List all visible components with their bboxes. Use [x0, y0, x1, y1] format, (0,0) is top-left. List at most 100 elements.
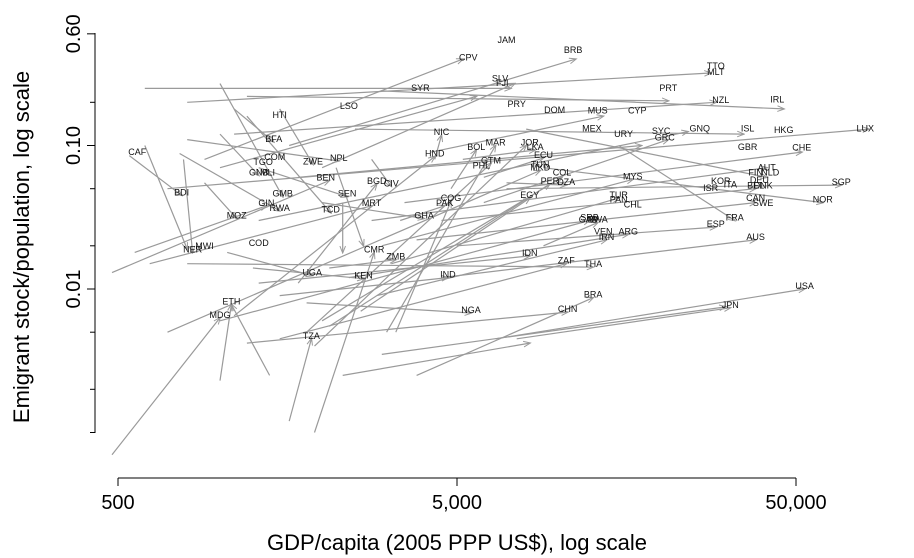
point-label-per: PER — [541, 176, 560, 186]
arrow-76 — [335, 167, 363, 246]
point-label-hkg: HKG — [774, 125, 794, 135]
point-label-lux: LUX — [856, 124, 874, 134]
point-label-isl: ISL — [741, 124, 755, 134]
point-label-bra: BRA — [584, 290, 603, 300]
point-label-pan: PAN — [610, 195, 628, 205]
point-label-zaf: ZAF — [558, 256, 576, 266]
point-label-usa: USA — [795, 281, 814, 291]
arrow-65 — [128, 155, 181, 196]
arrow-44 — [219, 221, 590, 322]
point-label-syr: SYR — [411, 83, 430, 93]
point-label-mrt: MRT — [362, 198, 382, 208]
point-label-jpn: JPN — [722, 300, 739, 310]
arrow-53 — [219, 305, 231, 381]
point-label-gin: GIN — [258, 198, 274, 208]
point-label-nld: NLD — [761, 167, 780, 177]
arrow-72 — [279, 108, 313, 164]
point-label-mdg: MDG — [210, 310, 231, 320]
point-label-phl: PHL — [473, 161, 491, 171]
arrow-6 — [246, 95, 668, 100]
arrow-38 — [246, 312, 568, 344]
arrow-52 — [231, 305, 271, 376]
point-label-pak: PAK — [436, 198, 453, 208]
point-label-tza: TZA — [303, 331, 320, 341]
y-ticks: 0.01 0.10 0.60 — [63, 14, 95, 433]
point-label-isr: ISR — [703, 183, 719, 193]
point-label-ita: ITA — [724, 180, 737, 190]
point-label-nor: NOR — [813, 195, 834, 205]
arrow-26 — [516, 308, 731, 340]
axes: 500 5,000 50,000 0.01 0.10 0.60 — [63, 14, 827, 514]
arrow-47 — [395, 201, 451, 333]
point-label-ven: VEN — [594, 226, 613, 236]
point-label-tun: TUN — [531, 160, 550, 170]
point-label-gbr: GBR — [738, 142, 758, 152]
point-label-fra: FRA — [726, 213, 744, 223]
point-label-mkd: MKD — [530, 163, 551, 173]
arrow-40 — [328, 184, 550, 327]
point-label-irl: IRL — [770, 94, 784, 104]
point-label-zmb: ZMB — [386, 252, 405, 262]
point-label-gtm: GTM — [481, 155, 501, 165]
point-label-cpv: CPV — [459, 53, 478, 63]
point-label-mwi: MWI — [195, 241, 214, 251]
arrow-13 — [404, 152, 802, 204]
arrow-28 — [342, 343, 530, 376]
point-label-dnk: DNK — [754, 181, 773, 191]
point-label-nic: NIC — [434, 127, 450, 137]
arrow-8 — [167, 129, 869, 190]
point-label-tha: THA — [584, 259, 602, 269]
point-label-tto: TTO — [707, 61, 725, 71]
point-label-ken: KEN — [354, 271, 373, 281]
point-label-lso: LSO — [340, 101, 358, 111]
point-label-nga: NGA — [461, 305, 481, 315]
point-label-rwa: RWA — [269, 203, 290, 213]
point-label-cmr: CMR — [364, 244, 385, 254]
point-label-aus: AUS — [746, 232, 765, 242]
arrow-9 — [431, 116, 603, 153]
point-label-ner: NER — [183, 244, 203, 254]
arrow-77 — [400, 206, 445, 222]
point-label-irn: IRN — [599, 232, 615, 242]
point-label-sgp: SGP — [832, 177, 851, 187]
arrow-58 — [329, 260, 396, 269]
point-label-arg: ARG — [618, 226, 638, 236]
arrow-3 — [204, 59, 463, 160]
point-label-pry: PRY — [508, 99, 526, 109]
point-label-deu: DEU — [750, 175, 769, 185]
point-label-eth: ETH — [222, 297, 240, 307]
point-label-bel: BEL — [747, 181, 764, 191]
point-label-srb: SRB — [580, 213, 599, 223]
point-label-gnq: GNQ — [689, 124, 710, 134]
arrow-63 — [179, 152, 280, 211]
point-label-gnb: GNB — [249, 167, 269, 177]
arrow-48 — [386, 146, 496, 333]
arrow-71 — [246, 115, 331, 213]
point-label-tur: TUR — [609, 190, 628, 200]
arrow-36 — [306, 163, 491, 333]
point-label-gab: GAB — [579, 215, 598, 225]
arrow-0 — [187, 73, 710, 103]
arrow-56 — [227, 251, 312, 275]
point-label-prt: PRT — [659, 83, 677, 93]
arrow-14 — [258, 132, 688, 222]
arrow-1 — [234, 102, 716, 135]
point-label-tgo: TGO — [253, 157, 273, 167]
point-label-kor: KOR — [711, 176, 731, 186]
point-label-aut: AUT — [758, 163, 777, 173]
arrow-45 — [187, 263, 593, 267]
point-label-cod: COD — [249, 238, 270, 248]
point-label-bwa: BWA — [588, 215, 608, 225]
arrow-79 — [434, 135, 442, 160]
point-label-mar: MAR — [486, 138, 507, 148]
arrow-69 — [233, 108, 274, 142]
x-tick-label-0: 500 — [101, 492, 134, 514]
point-label-mlt: MLT — [707, 67, 725, 77]
y-axis-title: Emigrant stock/population, log scale — [9, 71, 34, 423]
arrow-46 — [360, 198, 530, 312]
point-label-slv: SLV — [492, 73, 508, 83]
point-label-chl: CHL — [624, 200, 642, 210]
point-label-bfa: BFA — [265, 134, 282, 144]
